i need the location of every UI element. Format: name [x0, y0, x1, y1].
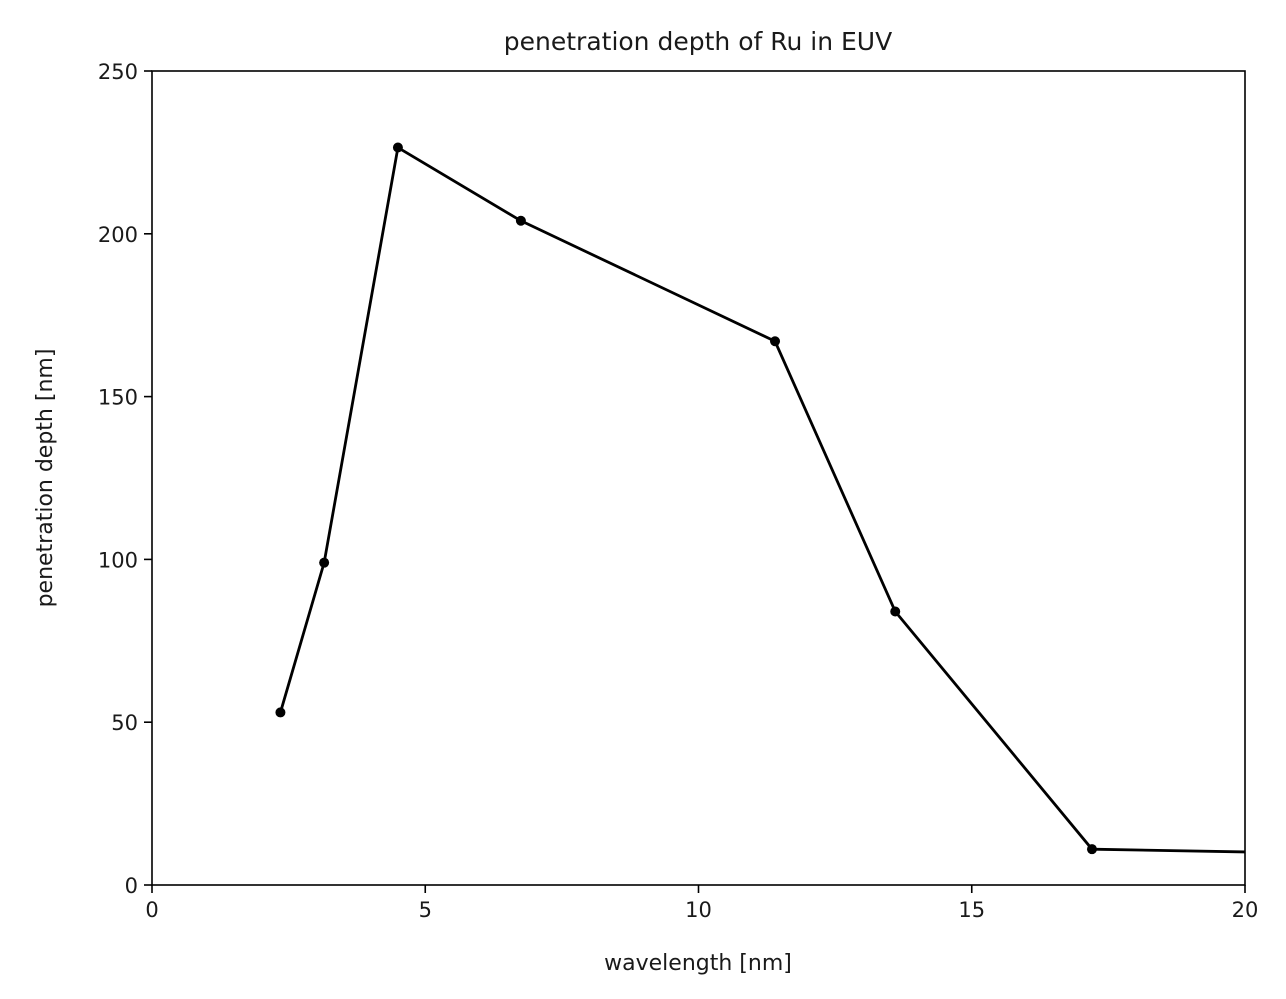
x-axis-label: wavelength [nm]	[604, 951, 792, 976]
x-tick-label: 0	[145, 898, 158, 922]
data-point	[275, 707, 286, 718]
y-axis-label: penetration depth [nm]	[33, 349, 58, 608]
data-point	[770, 336, 781, 347]
y-tick-label: 0	[125, 874, 138, 898]
y-tick-label: 150	[98, 386, 138, 410]
data-point	[1086, 844, 1097, 855]
y-tick-label: 100	[98, 548, 138, 572]
x-tick-label: 15	[958, 898, 985, 922]
chart-title: penetration depth of Ru in EUV	[504, 27, 892, 56]
series-group	[275, 142, 1245, 855]
y-axis-ticks: 0 50 100 150 200 250	[98, 60, 152, 898]
x-tick-label: 20	[1232, 898, 1259, 922]
series-line	[279, 146, 1245, 854]
data-point	[392, 142, 403, 153]
series-markers	[275, 142, 1097, 855]
y-tick-label: 250	[98, 60, 138, 84]
y-tick-label: 50	[111, 711, 138, 735]
plot-frame	[151, 70, 1246, 886]
x-tick-label: 5	[419, 898, 432, 922]
data-point	[890, 606, 901, 617]
x-axis-ticks: 0 5 10 15 20	[145, 885, 1258, 922]
x-tick-label: 10	[685, 898, 712, 922]
y-tick-label: 200	[98, 223, 138, 247]
data-point	[319, 557, 330, 568]
data-point	[515, 215, 526, 226]
